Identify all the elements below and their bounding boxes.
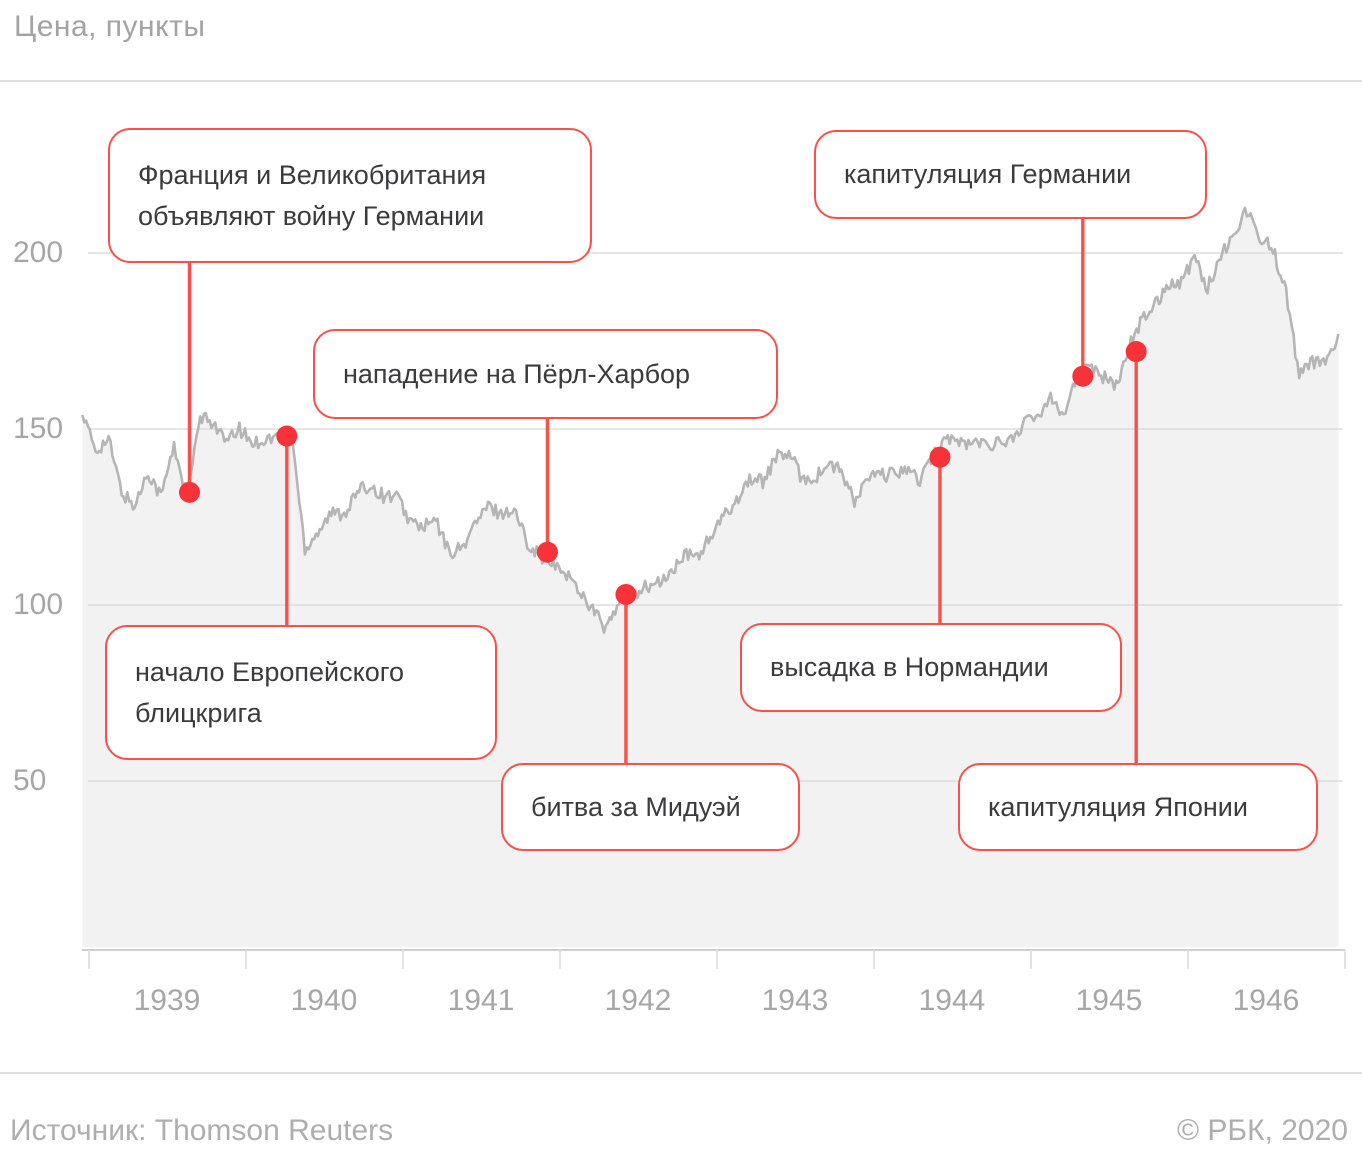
x-axis-label: 1944 (918, 984, 986, 1017)
annotation-dot (276, 425, 298, 447)
bottom-divider (0, 1072, 1362, 1074)
callout-pearl-harbor-label: нападение на Пёрл-Харбор (343, 358, 691, 389)
annotation-dot (929, 446, 951, 468)
top-divider (0, 80, 1362, 82)
x-axis-label: 1940 (290, 984, 358, 1017)
callout-normandy: высадка в Нормандии (740, 623, 1122, 712)
annotation-dots (178, 341, 1147, 605)
callout-germany-surrender-label: капитуляция Германии (844, 159, 1132, 190)
x-axis-label: 1941 (447, 984, 515, 1017)
callout-blitzkrieg-label: начало Европейского блицкрига (135, 657, 404, 728)
x-axis-label: 1946 (1232, 984, 1300, 1017)
source-credit: Источник: Thomson Reuters (10, 1114, 394, 1147)
callout-normandy-label: высадка в Нормандии (770, 652, 1049, 683)
annotation-connectors (187, 217, 1138, 765)
callout-war-declared-label: Франция и Великобритания объявляют войну… (138, 160, 487, 231)
x-axis-label: 1942 (604, 984, 672, 1017)
callout-germany-surrender: капитуляция Германии (814, 130, 1207, 219)
annotation-dot (536, 541, 558, 563)
y-axis-label: 150 (13, 412, 64, 445)
annotation-dot (178, 481, 200, 503)
x-axis-label: 1939 (133, 984, 201, 1017)
callout-japan-surrender-label: капитуляция Японии (988, 791, 1248, 822)
x-axis-ticks (88, 950, 1346, 969)
callout-japan-surrender: капитуляция Японии (958, 763, 1318, 851)
callout-war-declared: Франция и Великобритания объявляют войну… (108, 128, 592, 263)
page-title: Цена, пункты (14, 10, 206, 43)
callout-midway-label: битва за Мидуэй (531, 791, 741, 822)
y-axis-label: 200 (13, 236, 64, 269)
y-axis-label: 100 (13, 588, 64, 621)
price-area (82, 207, 1339, 948)
callout-midway: битва за Мидуэй (501, 763, 800, 851)
callout-blitzkrieg: начало Европейского блицкрига (105, 625, 497, 760)
x-axis-label: 1945 (1075, 984, 1143, 1017)
copyright: © РБК, 2020 (1176, 1114, 1348, 1147)
annotation-dot (615, 583, 637, 605)
annotation-dot (1125, 341, 1147, 363)
y-axis-label: 50 (13, 764, 47, 797)
callout-pearl-harbor: нападение на Пёрл-Харбор (313, 329, 778, 419)
x-axis-label: 1943 (761, 984, 829, 1017)
annotation-dot (1072, 365, 1094, 387)
